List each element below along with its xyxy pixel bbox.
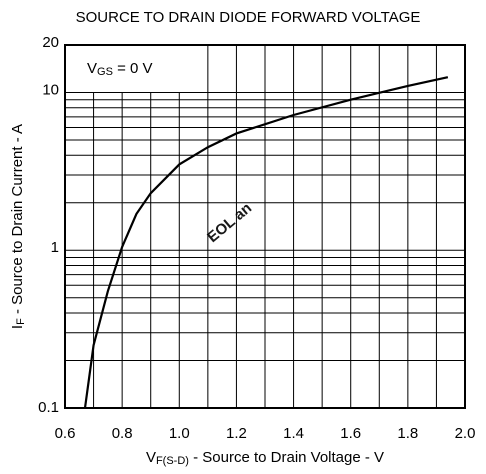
x-tick-label: 0.6: [55, 425, 76, 442]
label-sub: F(S-D): [156, 455, 189, 467]
x-axis-label: VF(S-D) - Source to Drain Voltage - V: [146, 449, 384, 467]
x-tick-label: 1.4: [283, 425, 304, 442]
label-part: V: [87, 60, 97, 77]
series-line: [83, 76, 449, 409]
x-tick-label: 1.6: [340, 425, 361, 442]
label-part: = 0 V: [113, 60, 153, 77]
label-sub: F: [15, 318, 27, 325]
x-tick-label: 1.8: [397, 425, 418, 442]
x-tick-label: 1.2: [226, 425, 247, 442]
annotation: VGS = 0 V: [87, 60, 153, 78]
x-tick-label: 1.0: [169, 425, 190, 442]
y-tick-label: 20: [42, 34, 59, 51]
x-tick-label: 0.8: [112, 425, 133, 442]
y-tick-label: 10: [42, 81, 59, 98]
label-part: V: [146, 449, 156, 466]
label-part: I: [9, 325, 26, 329]
y-axis-label: IF - Source to Drain Current - A: [9, 124, 27, 329]
x-tick-label: 2.0: [455, 425, 476, 442]
plot-frame: [64, 44, 466, 409]
y-tick-label: 1: [51, 239, 59, 256]
y-tick-label: 0.1: [38, 399, 59, 416]
label-part: - Source to Drain Voltage - V: [189, 449, 384, 466]
label-part: - Source to Drain Current - A: [9, 124, 26, 318]
chart-title: SOURCE TO DRAIN DIODE FORWARD VOLTAGE: [76, 9, 421, 26]
annotation-box: [66, 46, 185, 93]
label-sub: GS: [97, 66, 113, 78]
watermark: EOL an: [204, 199, 255, 246]
